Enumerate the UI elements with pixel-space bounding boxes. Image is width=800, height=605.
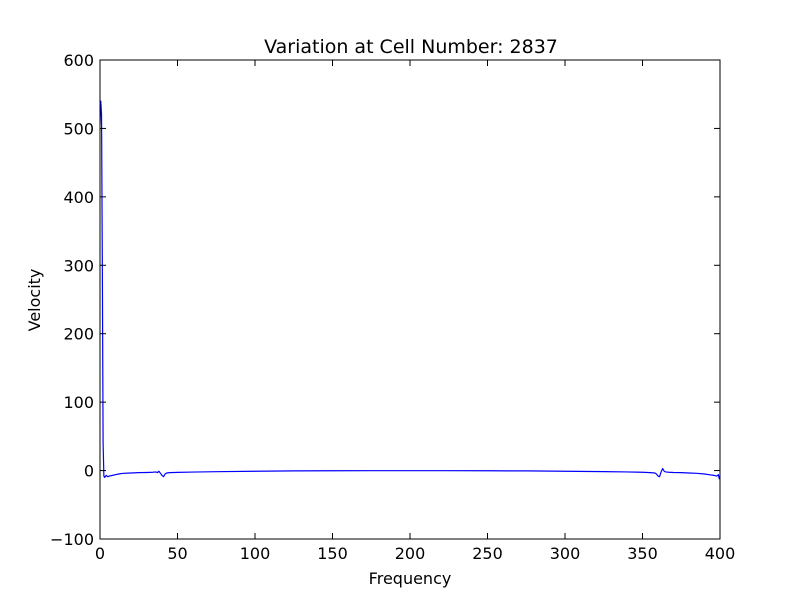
y-axis-label: Velocity <box>25 269 44 332</box>
x-axis-label: Frequency <box>369 569 452 588</box>
x-tick-label: 100 <box>240 544 271 563</box>
x-tick-label: 50 <box>167 544 187 563</box>
y-tick-label: 300 <box>63 256 94 275</box>
x-tick-label: 150 <box>317 544 348 563</box>
y-tick-label: 0 <box>84 462 94 481</box>
y-axis-ticks: −100 0 100 200 300 400 500 600 <box>50 51 720 549</box>
axes-frame <box>99 59 721 540</box>
y-tick-label: −100 <box>50 530 94 549</box>
x-axis-ticks: 0 50 100 150 200 250 300 350 400 <box>95 60 735 563</box>
y-tick-label: 200 <box>63 325 94 344</box>
y-tick-label: 100 <box>63 393 94 412</box>
series-line-0 <box>100 100 720 480</box>
x-tick-label: 250 <box>472 544 503 563</box>
chart-title: Variation at Cell Number: 2837 <box>264 36 558 58</box>
x-tick-label: 300 <box>550 544 581 563</box>
y-tick-label: 400 <box>63 188 94 207</box>
plot-area <box>99 59 721 540</box>
x-tick-label: 0 <box>95 544 105 563</box>
x-tick-label: 200 <box>395 544 426 563</box>
y-tick-label: 600 <box>63 51 94 70</box>
x-tick-label: 350 <box>627 544 658 563</box>
x-tick-label: 400 <box>705 544 736 563</box>
y-tick-label: 500 <box>63 119 94 138</box>
